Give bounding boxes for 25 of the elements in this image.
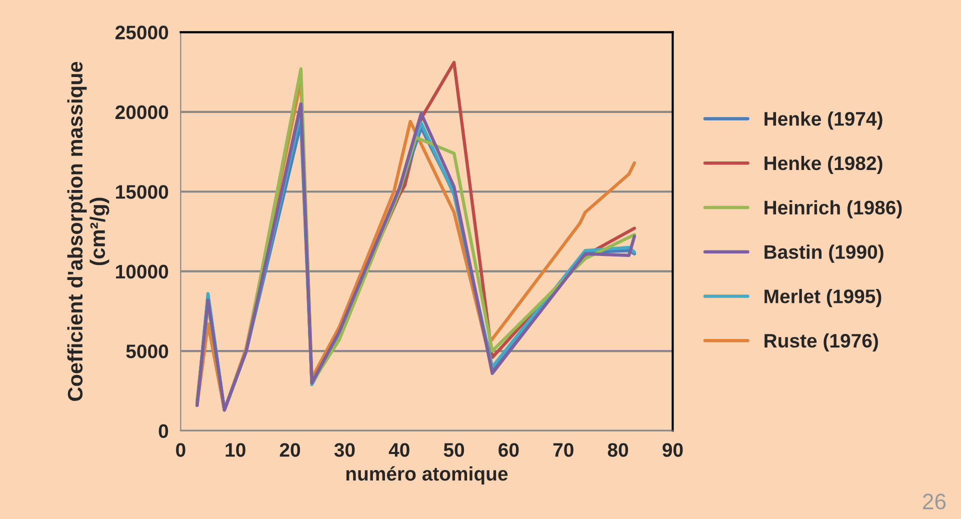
legend-label: Henke (1982) bbox=[764, 156, 882, 174]
x-tick-label: 90 bbox=[662, 443, 683, 457]
x-tick-label: 10 bbox=[226, 443, 246, 457]
y-tick-label: 20000 bbox=[115, 105, 168, 120]
legend-label: Merlet (1995) bbox=[764, 288, 882, 308]
legend-label: Ruste (1976) bbox=[764, 333, 878, 352]
x-tick-label: 60 bbox=[498, 443, 519, 457]
x-axis-title: numéro atomique bbox=[346, 466, 508, 485]
x-tick-label: 50 bbox=[444, 443, 464, 457]
y-tick-label: 15000 bbox=[116, 185, 168, 199]
x-tick-label: 20 bbox=[280, 443, 300, 457]
y-tick-label: 25000 bbox=[115, 26, 168, 40]
x-tick-label: 0 bbox=[176, 443, 186, 457]
x-tick-label: 70 bbox=[553, 443, 574, 457]
y-tick-label: 0 bbox=[158, 424, 168, 438]
y-axis-title: Coefficient d'absorption massique (cm²/g) bbox=[67, 62, 110, 401]
legend-label: Bastin (1990) bbox=[764, 244, 884, 263]
x-tick-label: 80 bbox=[608, 443, 628, 457]
legend-label: Henke (1974) bbox=[764, 111, 882, 130]
legend-label: Heinrich (1986) bbox=[764, 200, 902, 218]
x-tick-label: 30 bbox=[334, 443, 355, 457]
y-tick-label: 10000 bbox=[116, 264, 168, 279]
text: 26 bbox=[922, 494, 946, 510]
x-tick-label: 40 bbox=[388, 443, 410, 457]
y-tick-label: 5000 bbox=[126, 344, 168, 358]
